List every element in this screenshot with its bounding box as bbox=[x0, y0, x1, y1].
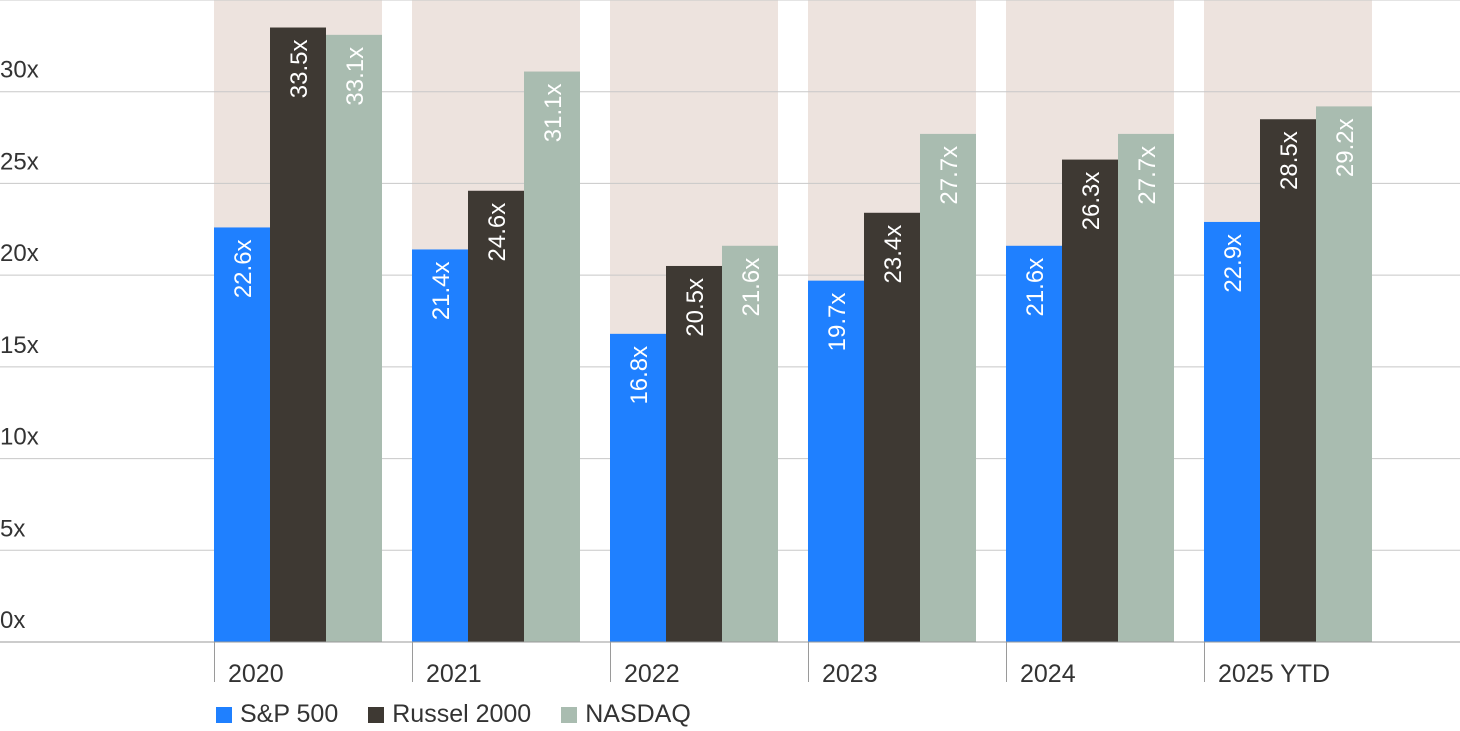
legend-label-nasdaq: NASDAQ bbox=[585, 700, 691, 728]
y-tick-label-3: 15x bbox=[0, 332, 39, 359]
bar-label-2-3: 27.7x bbox=[936, 146, 963, 205]
y-tick-label-1: 5x bbox=[0, 515, 25, 542]
legend-label-sp500: S&P 500 bbox=[240, 700, 339, 728]
bar-label-0-1: 21.4x bbox=[428, 261, 455, 320]
legend: S&P 500 Russel 2000 NASDAQ bbox=[216, 700, 721, 729]
bar-2-1 bbox=[524, 71, 580, 643]
bar-label-1-3: 23.4x bbox=[880, 225, 907, 284]
bar-label-1-2: 20.5x bbox=[682, 278, 709, 337]
legend-label-russel2000: Russel 2000 bbox=[392, 700, 532, 728]
bar-label-2-4: 27.7x bbox=[1134, 146, 1161, 205]
legend-swatch-russel2000 bbox=[368, 706, 385, 723]
bar-0-5 bbox=[1204, 221, 1260, 642]
chart: 0x5x10x15x20x25x30x35x22.6x21.4x16.8x19.… bbox=[0, 0, 1460, 688]
y-tick-label-5: 25x bbox=[0, 148, 39, 175]
y-tick-label-2: 10x bbox=[0, 424, 39, 451]
legend-item-sp500: S&P 500 bbox=[216, 700, 338, 729]
bar-2-5 bbox=[1316, 106, 1372, 643]
y-tick-label-4: 20x bbox=[0, 240, 39, 267]
bar-label-2-2: 21.6x bbox=[738, 258, 765, 317]
bar-label-1-5: 28.5x bbox=[1276, 131, 1303, 190]
bar-1-5 bbox=[1260, 119, 1316, 642]
bar-2-2 bbox=[722, 245, 778, 642]
bar-label-0-5: 22.9x bbox=[1220, 234, 1247, 293]
bar-label-0-0: 22.6x bbox=[230, 239, 257, 298]
legend-item-russel2000: Russel 2000 bbox=[368, 700, 531, 729]
x-category-label-3: 2023 bbox=[822, 660, 878, 688]
legend-swatch-nasdaq bbox=[561, 706, 578, 723]
y-tick-label-6: 30x bbox=[0, 57, 39, 84]
bar-label-0-4: 21.6x bbox=[1022, 258, 1049, 317]
bar-label-0-3: 19.7x bbox=[824, 293, 851, 352]
bar-label-1-0: 33.5x bbox=[286, 40, 313, 99]
bar-1-1 bbox=[468, 190, 524, 642]
bar-0-1 bbox=[412, 249, 468, 642]
bar-1-2 bbox=[666, 265, 722, 642]
bar-1-0 bbox=[270, 27, 326, 643]
bar-2-4 bbox=[1118, 133, 1174, 642]
bar-0-0 bbox=[214, 227, 270, 643]
x-category-label-4: 2024 bbox=[1020, 660, 1076, 688]
bar-label-2-5: 29.2x bbox=[1332, 118, 1359, 177]
bar-0-4 bbox=[1006, 245, 1062, 642]
bar-2-3 bbox=[920, 133, 976, 642]
bar-label-2-1: 31.1x bbox=[540, 84, 567, 143]
bar-label-2-0: 33.1x bbox=[342, 47, 369, 106]
bar-1-4 bbox=[1062, 159, 1118, 642]
bar-0-2 bbox=[610, 333, 666, 642]
x-category-label-2: 2022 bbox=[624, 660, 680, 688]
legend-swatch-sp500 bbox=[216, 706, 232, 723]
y-tick-label-0: 0x bbox=[0, 607, 25, 634]
bar-label-1-1: 24.6x bbox=[484, 203, 511, 262]
bar-label-0-2: 16.8x bbox=[626, 346, 653, 405]
bar-1-3 bbox=[864, 212, 920, 642]
bar-label-1-4: 26.3x bbox=[1078, 172, 1105, 231]
x-category-label-5: 2025 YTD bbox=[1218, 660, 1330, 688]
x-category-label-0: 2020 bbox=[228, 660, 284, 688]
bar-2-0 bbox=[326, 34, 382, 642]
bar-0-3 bbox=[808, 280, 864, 642]
legend-item-nasdaq: NASDAQ bbox=[561, 700, 691, 729]
x-category-label-1: 2021 bbox=[426, 660, 482, 688]
